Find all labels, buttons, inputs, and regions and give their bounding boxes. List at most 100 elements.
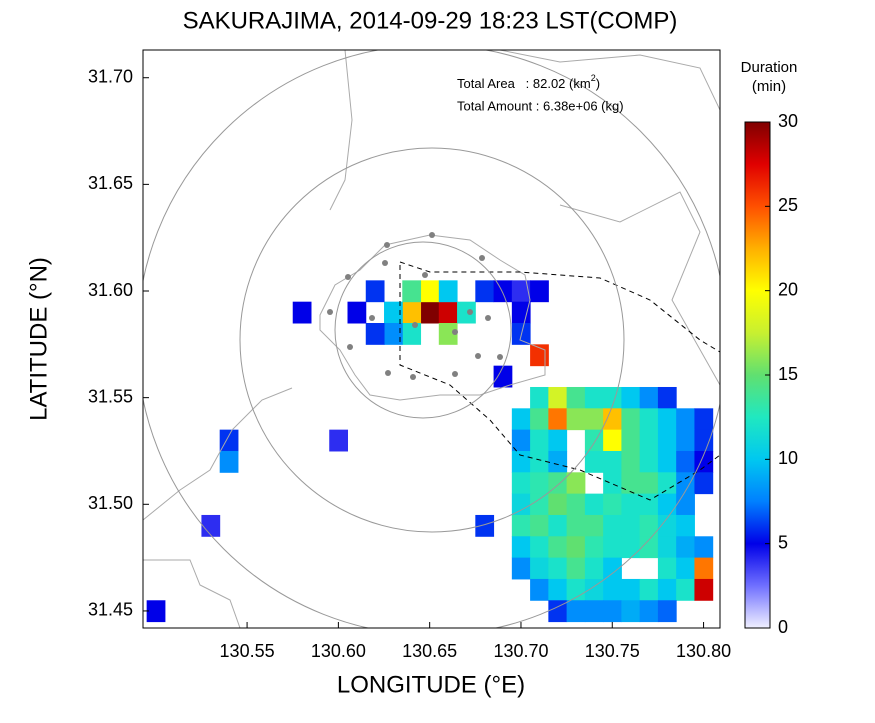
duration-cell — [584, 429, 604, 452]
y-tick-label: 31.55 — [88, 386, 133, 406]
duration-cell — [511, 514, 531, 537]
x-tick-label: 130.60 — [311, 641, 366, 661]
duration-cell — [676, 450, 695, 473]
duration-cell — [603, 450, 622, 473]
duration-cell — [639, 536, 659, 559]
duration-cell — [530, 472, 549, 495]
duration-cell — [621, 493, 641, 516]
colorbar-tick-label: 15 — [778, 364, 798, 384]
duration-cell — [657, 408, 677, 431]
duration-cell — [548, 450, 568, 473]
x-tick-label: 130.70 — [493, 641, 548, 661]
duration-cell — [603, 408, 622, 431]
duration-cell — [530, 493, 549, 516]
duration-cell — [530, 408, 549, 431]
duration-cell — [146, 600, 166, 623]
duration-cell — [657, 557, 677, 580]
duration-cell — [201, 514, 221, 537]
duration-cell — [694, 429, 714, 452]
colorbar-tick-label: 5 — [778, 532, 788, 552]
x-tick-label: 130.65 — [402, 641, 457, 661]
duration-cell — [566, 386, 586, 409]
duration-cell — [639, 472, 659, 495]
duration-cell — [219, 450, 239, 473]
duration-cell — [694, 578, 714, 601]
duration-cell — [566, 600, 586, 623]
duration-cell — [511, 493, 531, 516]
duration-cell — [694, 472, 714, 495]
x-tick-label: 130.55 — [220, 641, 275, 661]
colorbar-tick-label: 10 — [778, 448, 798, 468]
duration-cell — [676, 557, 695, 580]
y-tick-label: 31.70 — [88, 66, 133, 86]
duration-cell — [621, 450, 641, 473]
duration-cell — [621, 536, 641, 559]
duration-cell — [657, 386, 677, 409]
colorbar-title: (min) — [752, 78, 786, 95]
duration-cell — [384, 301, 403, 324]
duration-cell — [639, 450, 659, 473]
duration-cell — [639, 408, 659, 431]
duration-cell — [420, 301, 440, 324]
duration-cell — [584, 578, 604, 601]
coastline — [319, 234, 546, 401]
map-layer — [143, 50, 720, 628]
duration-cell — [621, 514, 641, 537]
duration-cell — [603, 429, 622, 452]
duration-cell — [603, 514, 622, 537]
annotation-amount: Total Amount : 6.38e+06 (kg) — [457, 98, 624, 113]
y-tick-label: 31.45 — [88, 600, 133, 620]
duration-cell — [621, 578, 641, 601]
duration-cell — [657, 600, 677, 623]
coastline — [559, 191, 720, 386]
duration-cell — [420, 280, 440, 303]
x-tick-label: 130.80 — [676, 641, 731, 661]
duration-cell — [584, 600, 604, 623]
chart-title: SAKURAJIMA, 2014-09-29 18:23 LST(COMP) — [183, 7, 678, 34]
duration-cell — [511, 472, 531, 495]
duration-cell — [657, 472, 677, 495]
duration-cell — [402, 301, 422, 324]
duration-cell — [584, 493, 604, 516]
plot-frame — [142, 49, 721, 629]
duration-cell — [530, 429, 549, 452]
duration-cell — [566, 472, 586, 495]
duration-cell — [548, 386, 568, 409]
duration-cell — [438, 323, 458, 345]
duration-cell — [657, 450, 677, 473]
duration-cell — [694, 408, 714, 431]
boundary-line — [399, 265, 720, 501]
duration-cell — [548, 493, 568, 516]
duration-cell — [676, 429, 695, 452]
colorbar-tick-label: 0 — [778, 617, 788, 637]
duration-cell — [566, 408, 586, 431]
vent-dots — [327, 232, 503, 380]
duration-cell — [530, 514, 549, 537]
x-axis-label: LONGITUDE (°E) — [337, 671, 525, 698]
duration-cell — [511, 408, 531, 431]
duration-cell — [493, 280, 513, 303]
duration-cell — [402, 323, 422, 345]
duration-cell — [676, 472, 695, 495]
duration-cell — [365, 323, 385, 345]
duration-cell — [566, 493, 586, 516]
duration-cell — [384, 323, 403, 345]
duration-cell — [457, 301, 476, 324]
duration-cell — [676, 514, 695, 537]
duration-cell — [548, 536, 568, 559]
annotation-text: Total Area : 82.02 (km — [457, 76, 591, 91]
colorbar-tick-label: 30 — [778, 111, 798, 131]
duration-cell — [548, 408, 568, 431]
duration-cell — [657, 536, 677, 559]
heatmap-cells — [146, 280, 714, 623]
duration-cell — [676, 408, 695, 431]
duration-cell — [511, 301, 531, 324]
duration-cell — [511, 536, 531, 559]
duration-cell — [676, 493, 695, 516]
duration-cell — [530, 578, 549, 601]
duration-cell — [603, 472, 622, 495]
duration-cell — [493, 365, 513, 388]
duration-cell — [511, 280, 531, 303]
duration-cell — [511, 450, 531, 473]
